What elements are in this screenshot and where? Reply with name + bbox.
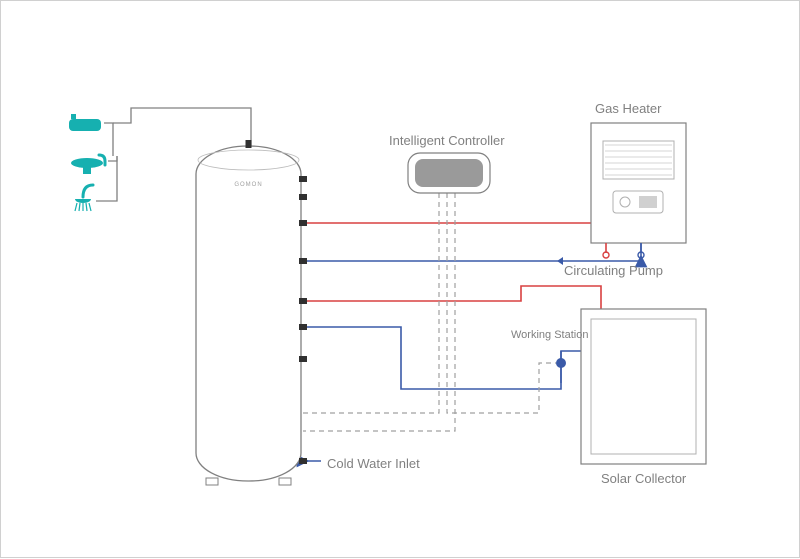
label-solar-collector: Solar Collector: [601, 471, 686, 486]
label-cold-water-inlet: Cold Water Inlet: [327, 456, 420, 471]
label-circulating-pump: Circulating Pump: [564, 263, 663, 278]
svg-text:GOMON: GOMON: [234, 182, 262, 188]
label-working-station: Working Station: [511, 329, 588, 341]
label-gas-heater: Gas Heater: [595, 101, 661, 116]
label-intelligent-controller: Intelligent Controller: [389, 133, 505, 148]
